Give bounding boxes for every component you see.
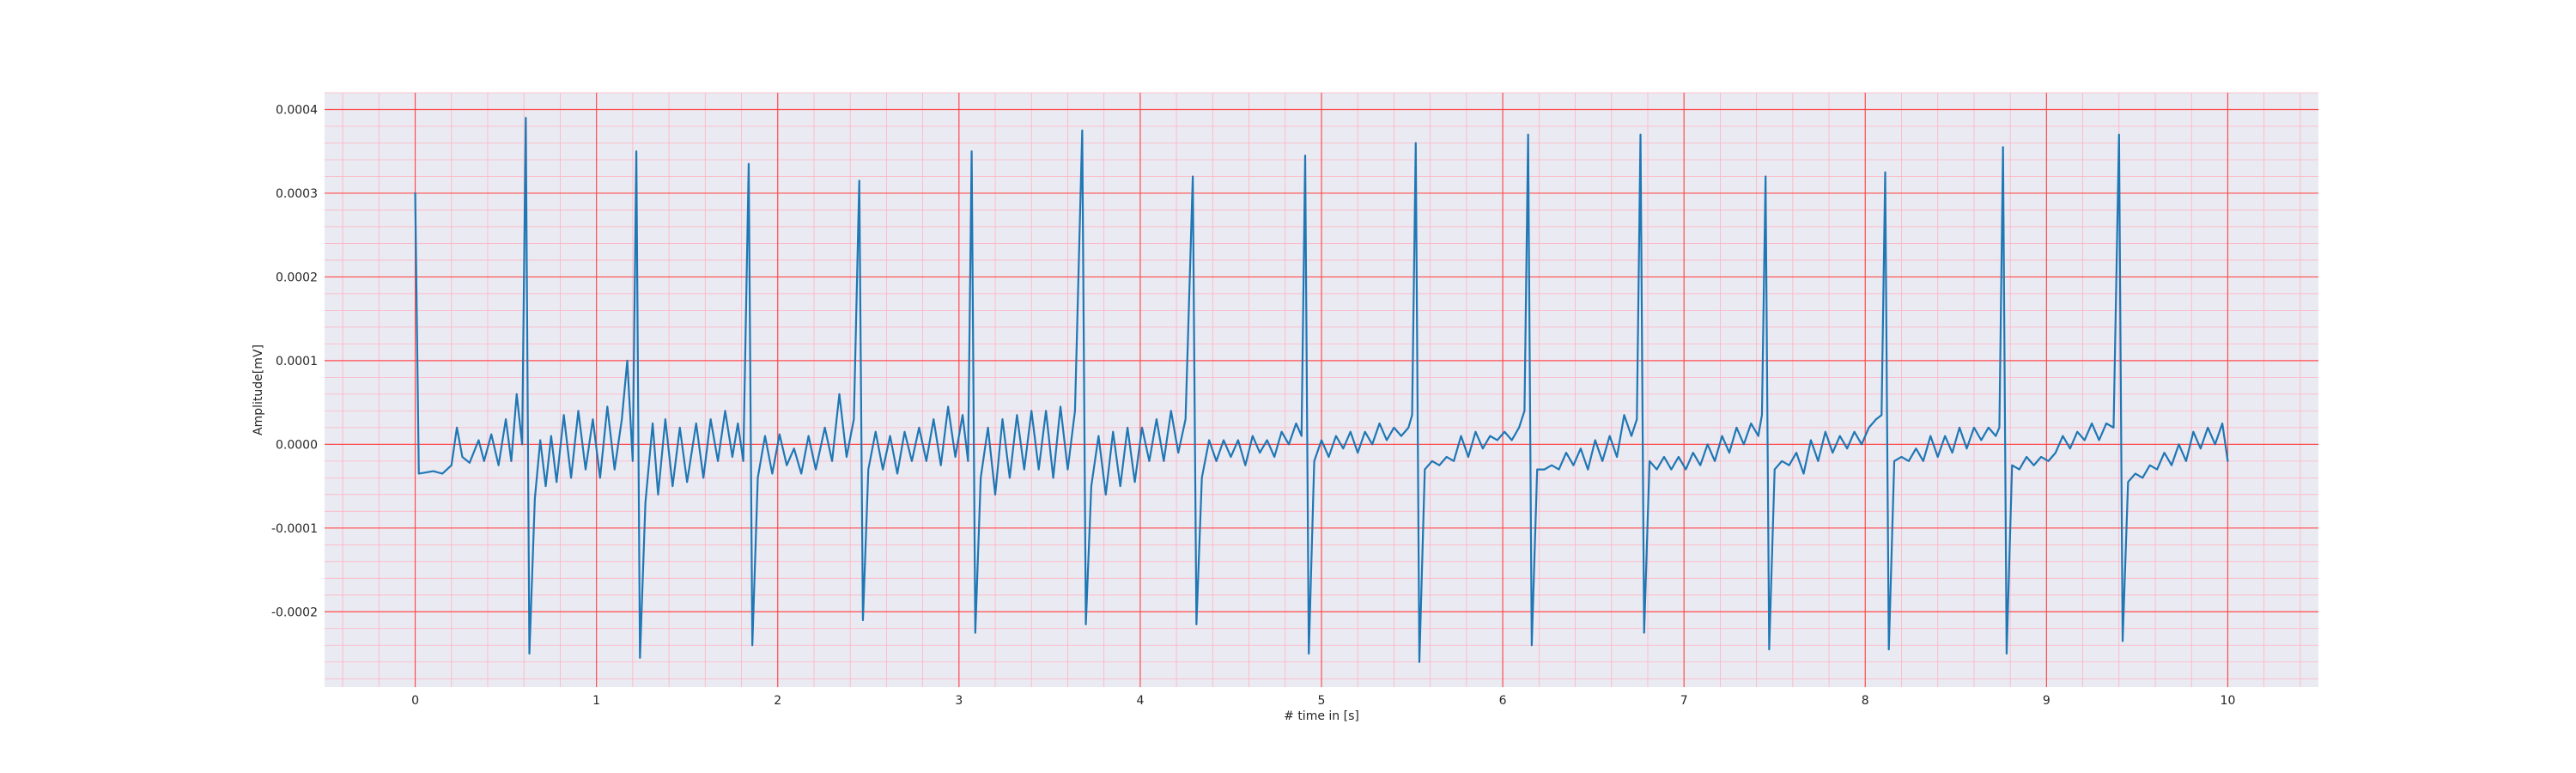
x-tick-label: 6 <box>1499 694 1507 708</box>
y-tick-label: -0.0001 <box>271 522 318 536</box>
x-tick-label: 7 <box>1680 694 1688 708</box>
y-tick-label: 0.0004 <box>276 103 318 117</box>
x-tick-label: 1 <box>592 694 600 708</box>
y-tick-label: 0.0000 <box>276 438 318 452</box>
series-line-1 <box>414 117 2229 663</box>
x-tick-label: 3 <box>955 694 963 708</box>
series-layer <box>414 117 2229 663</box>
x-tick-label: 9 <box>2043 694 2050 708</box>
y-axis-label: Amplitude[mV] <box>252 344 265 435</box>
x-tick-label: 0 <box>411 694 419 708</box>
x-axis-ticks: 0 1 2 3 4 5 6 7 8 9 10 <box>411 694 2235 708</box>
major-grid <box>325 93 2318 687</box>
x-tick-label: 8 <box>1862 694 1869 708</box>
y-tick-label: -0.0002 <box>271 606 318 619</box>
y-tick-label: 0.0002 <box>276 271 318 284</box>
x-tick-label: 4 <box>1136 694 1144 708</box>
y-tick-label: 0.0003 <box>276 187 318 201</box>
x-tick-label: 10 <box>2221 694 2236 708</box>
x-tick-label: 2 <box>774 694 781 708</box>
x-tick-label: 5 <box>1318 694 1326 708</box>
y-axis-ticks: -0.0002 -0.0001 0.0000 0.0001 0.0002 0.0003 0.… <box>271 103 318 619</box>
x-axis-label: # time in [s] <box>1284 709 1359 723</box>
y-tick-label: 0.0001 <box>276 355 318 368</box>
